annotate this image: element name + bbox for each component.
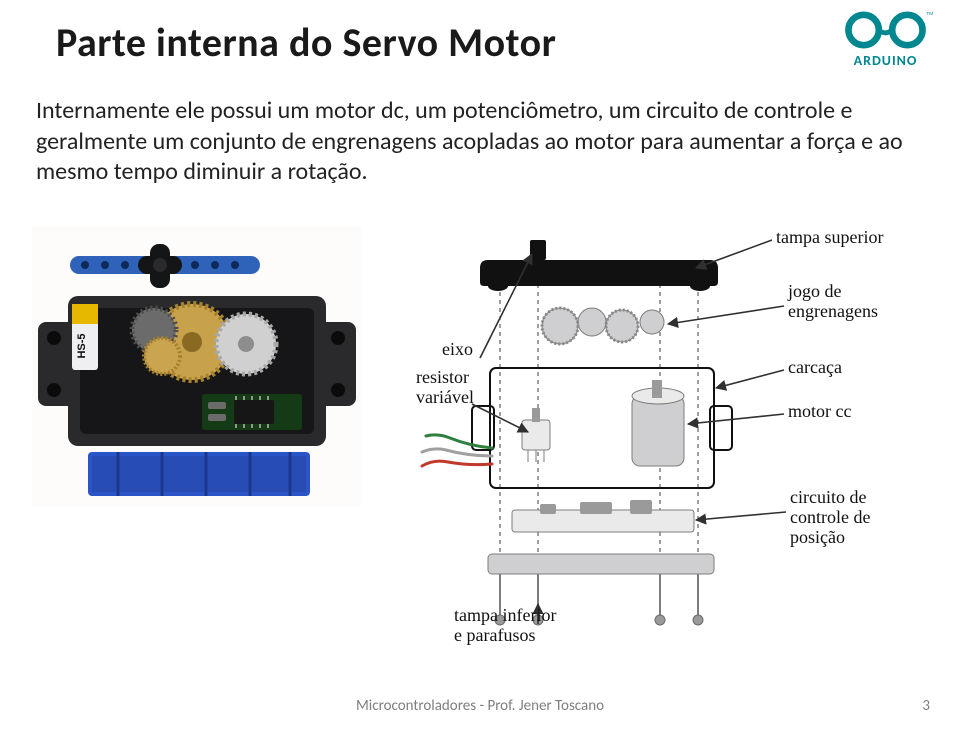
footer-text: Microcontroladores - Prof. Jener Toscano (0, 697, 960, 715)
arduino-wordmark: ARDUINO (833, 52, 938, 69)
label-tampa-superior: tampa superior (776, 228, 883, 248)
arduino-infinity-icon: TM (838, 10, 933, 50)
servo-diagram: eixo resistor variável tampa inferior e … (380, 210, 940, 640)
label-carcaca: carcaça (788, 358, 842, 378)
label-circuito-controle: circuito de controle de posição (790, 488, 870, 547)
label-jogo-engrenagens: jogo de engrenagens (788, 282, 878, 322)
diagram-pot (522, 408, 550, 462)
page-number: 3 (922, 697, 930, 715)
servo-photo: HS-5 (32, 226, 362, 506)
label-motor-cc: motor cc (788, 402, 851, 422)
label-resistor-variavel: resistor variável (416, 368, 474, 408)
label-eixo: eixo (442, 340, 473, 360)
svg-text:HS-5: HS-5 (76, 333, 88, 358)
body-paragraph: Internamente ele possui um motor dc, um … (36, 96, 924, 188)
svg-text:TM: TM (926, 11, 933, 17)
diagram-motor (632, 380, 684, 466)
arduino-logo: TM ARDUINO (833, 10, 938, 69)
diagram-gear-set (542, 308, 664, 344)
diagram-pcb (512, 500, 694, 532)
page-title: Parte interna do Servo Motor (56, 18, 556, 67)
diagram-top-cap (480, 240, 718, 291)
label-tampa-inferior: tampa inferior e parafusos (454, 606, 556, 646)
